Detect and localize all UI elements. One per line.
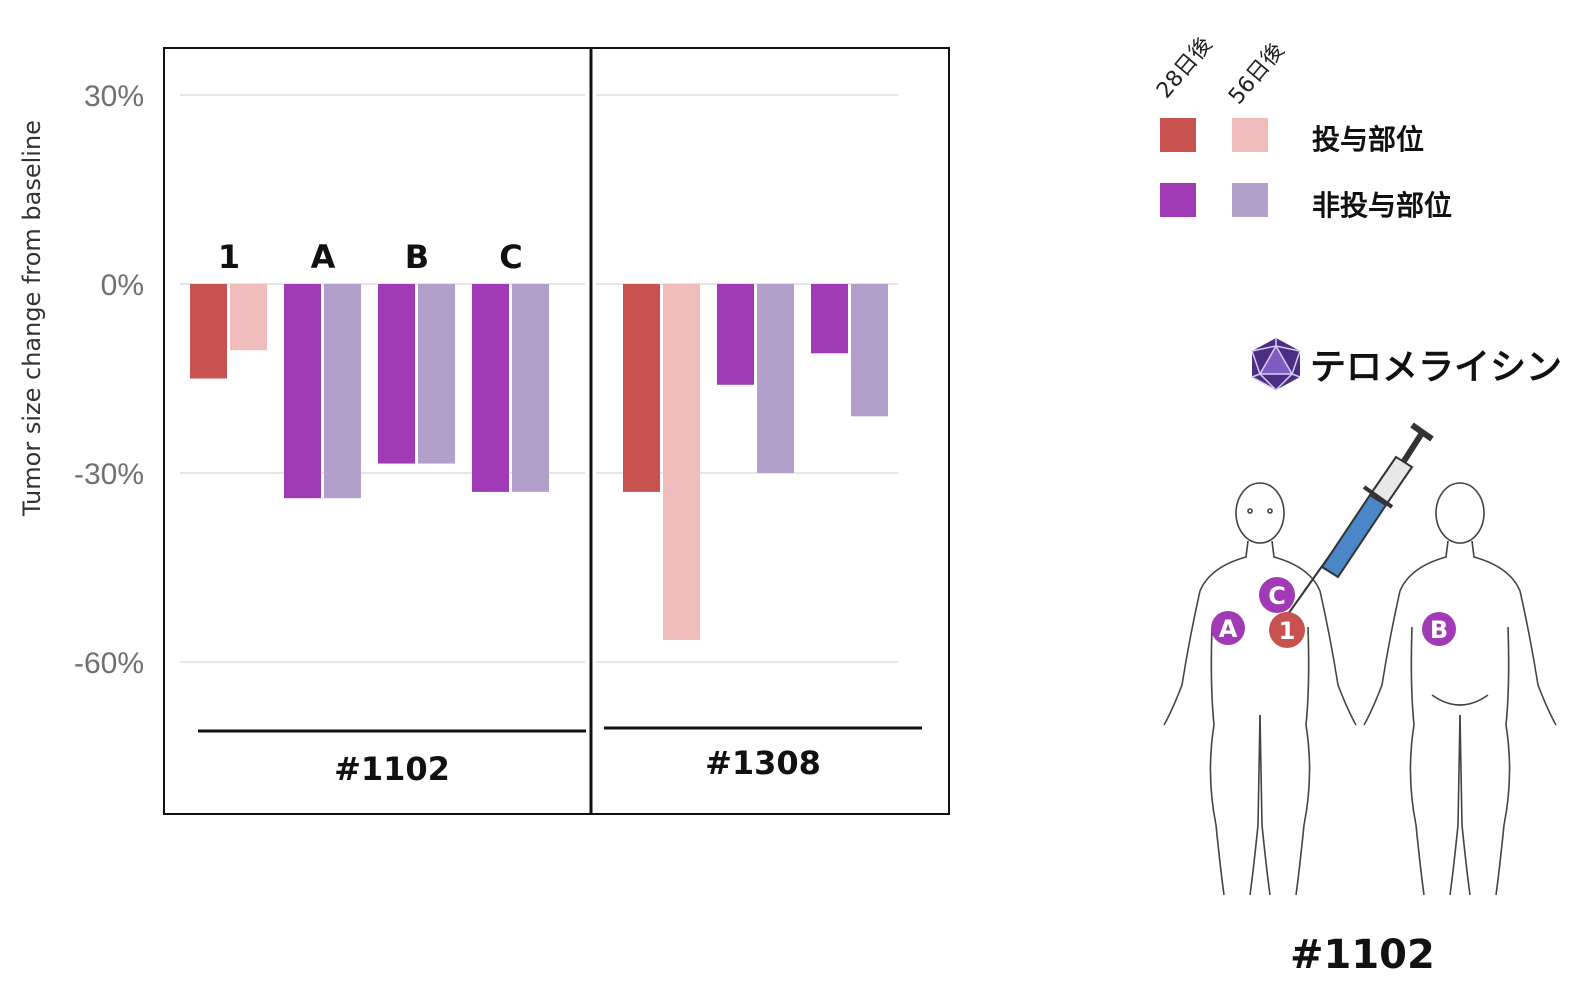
bar-p1308-site-1-28d xyxy=(717,284,754,385)
legend-label-noninjected: 非投与部位 xyxy=(1312,189,1453,222)
legend-swatch-noninjected-28 xyxy=(1160,183,1196,217)
body-diagram-caption: #1102 xyxy=(1290,932,1435,978)
bar-p1102-site-C-28d xyxy=(472,284,509,492)
tumor-change-chart: 30% 0% -30% -60% Tumor size change from bas… xyxy=(18,47,950,815)
patient-label-1308: #1308 xyxy=(705,744,821,782)
legend-col-56: 56日後 xyxy=(1224,38,1290,110)
bar-p1102-site-1-56d xyxy=(230,284,267,351)
y-axis-ticks: 30% 0% -30% -60% xyxy=(74,80,144,680)
bar-p1308-site-0-56d xyxy=(663,284,700,640)
legend-swatch-injected-28 xyxy=(1160,118,1196,152)
bar-p1102-site-B-56d xyxy=(418,284,455,464)
site-label-1: 1 xyxy=(218,238,240,276)
site-label-A: A xyxy=(1219,615,1238,643)
legend-label-injected: 投与部位 xyxy=(1312,123,1425,156)
legend-swatch-injected-56 xyxy=(1232,118,1268,152)
bar-p1102-site-C-56d xyxy=(512,284,549,492)
y-tick-label: 30% xyxy=(84,80,144,113)
site-marker-1: 1 xyxy=(1269,612,1305,648)
chart-frame xyxy=(163,47,950,815)
bar-p1102-site-B-28d xyxy=(378,284,415,464)
y-tick-label: -60% xyxy=(74,647,144,680)
legend-col-28: 28日後 xyxy=(1152,32,1218,104)
site-label-1: 1 xyxy=(1279,617,1296,645)
site-label-B: B xyxy=(1430,616,1448,644)
body-diagram: A C 1 B xyxy=(1163,422,1557,896)
syringe-icon xyxy=(1285,422,1434,618)
y-tick-label: 0% xyxy=(101,269,144,302)
bar-p1102-site-1-28d xyxy=(190,284,227,379)
back-body-outline xyxy=(1363,482,1557,896)
site-marker-B: B xyxy=(1422,612,1456,646)
patient-label-1102: #1102 xyxy=(334,750,450,788)
site-label-C: C xyxy=(1268,582,1286,610)
bar-p1308-site-2-56d xyxy=(851,284,888,417)
drug-name: テロメライシン xyxy=(1310,347,1563,388)
bar-p1102-site-A-56d xyxy=(324,284,361,499)
category-labels: 1 A B C xyxy=(218,238,523,276)
panel-frames xyxy=(163,47,950,815)
y-tick-label: -30% xyxy=(74,458,144,491)
bar-p1308-site-0-28d xyxy=(623,284,660,492)
bar-p1308-site-1-56d xyxy=(757,284,794,473)
site-label-B: B xyxy=(405,238,429,276)
patient-labels: #1102 #1308 xyxy=(198,726,922,788)
front-body-outline xyxy=(1163,482,1357,896)
bar-p1308-site-2-28d xyxy=(811,284,848,354)
site-marker-A: A xyxy=(1211,611,1245,645)
legend-swatch-noninjected-56 xyxy=(1232,183,1268,217)
bars xyxy=(190,284,888,640)
icosahedron-icon xyxy=(1250,338,1301,391)
y-axis-label: Tumor size change from baseline xyxy=(18,120,46,517)
bar-p1102-site-A-28d xyxy=(284,284,321,499)
site-label-C: C xyxy=(499,238,522,276)
site-label-A: A xyxy=(311,238,336,276)
drug-title: テロメライシン xyxy=(1250,336,1562,392)
site-marker-C: C xyxy=(1259,577,1295,613)
